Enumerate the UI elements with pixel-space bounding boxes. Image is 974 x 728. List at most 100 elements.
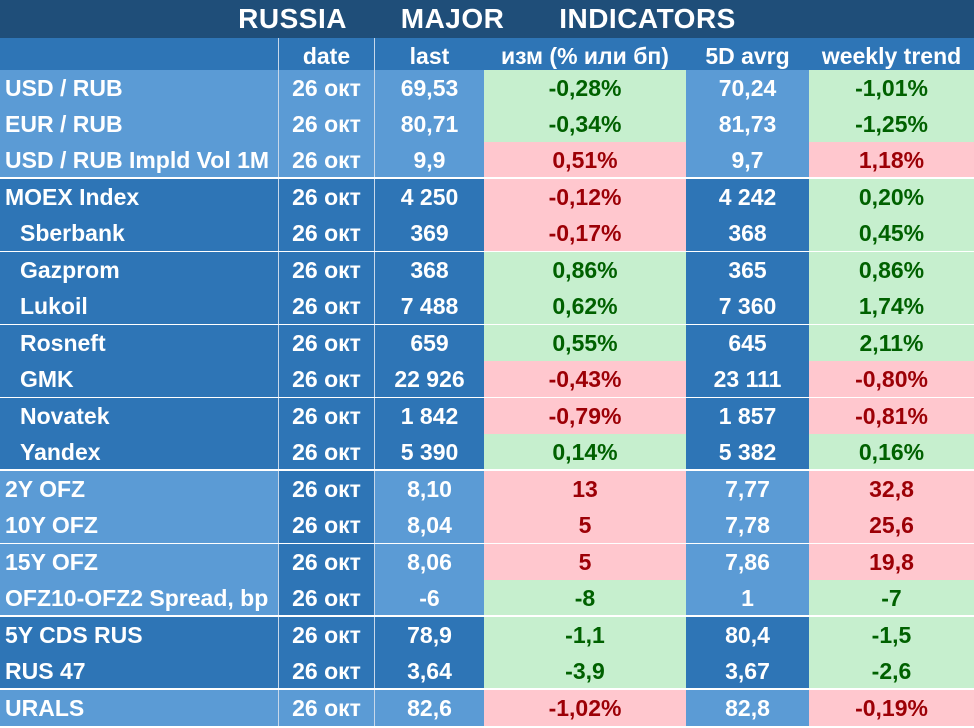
row-name: Novatek <box>0 398 278 434</box>
row-5d-avg: 82,8 <box>686 690 809 726</box>
row-date: 26 окт <box>278 325 374 361</box>
row-weekly-trend: 19,8 <box>809 544 974 580</box>
row-last: 5 390 <box>374 434 484 470</box>
row-name: Rosneft <box>0 325 278 361</box>
row-date: 26 окт <box>278 252 374 288</box>
table-row: Gazprom 26 окт 368 0,86% 365 0,86% <box>0 252 974 288</box>
group-separator <box>0 688 974 690</box>
row-last: 368 <box>374 252 484 288</box>
row-change: -1,1 <box>484 617 686 653</box>
table-row: Lukoil 26 окт 7 488 0,62% 7 360 1,74% <box>0 288 974 324</box>
row-name: OFZ10-OFZ2 Spread, bp <box>0 580 278 616</box>
row-name: 10Y OFZ <box>0 507 278 543</box>
row-weekly-trend: 2,11% <box>809 325 974 361</box>
row-weekly-trend: 1,18% <box>809 142 974 178</box>
row-weekly-trend: -1,5 <box>809 617 974 653</box>
row-date: 26 окт <box>278 215 374 251</box>
table-row: 2Y OFZ 26 окт 8,10 13 7,77 32,8 <box>0 471 974 507</box>
row-change: -8 <box>484 580 686 616</box>
row-last: 659 <box>374 325 484 361</box>
row-weekly-trend: -7 <box>809 580 974 616</box>
table-row: OFZ10-OFZ2 Spread, bp 26 окт -6 -8 1 -7 <box>0 580 974 616</box>
row-date: 26 окт <box>278 288 374 324</box>
table-row: 15Y OFZ 26 окт 8,06 5 7,86 19,8 <box>0 544 974 580</box>
row-change: -1,02% <box>484 690 686 726</box>
row-change: -0,34% <box>484 106 686 142</box>
row-date: 26 окт <box>278 580 374 616</box>
row-change: 13 <box>484 471 686 507</box>
row-change: -0,17% <box>484 215 686 251</box>
row-date: 26 окт <box>278 434 374 470</box>
row-date: 26 окт <box>278 544 374 580</box>
table-row: MOEX Index 26 окт 4 250 -0,12% 4 242 0,20% <box>0 179 974 215</box>
table-row: USD / RUB 26 окт 69,53 -0,28% 70,24 -1,01% <box>0 70 974 106</box>
header-date: date <box>278 38 374 74</box>
row-change: -0,12% <box>484 179 686 215</box>
row-name: USD / RUB <box>0 70 278 106</box>
row-change: -0,79% <box>484 398 686 434</box>
row-name: Yandex <box>0 434 278 470</box>
row-weekly-trend: 0,86% <box>809 252 974 288</box>
row-weekly-trend: 25,6 <box>809 507 974 543</box>
table-row: USD / RUB Impld Vol 1M 26 окт 9,9 0,51% 9,7 1… <box>0 142 974 178</box>
row-change: 5 <box>484 507 686 543</box>
row-name: 15Y OFZ <box>0 544 278 580</box>
row-weekly-trend: -0,80% <box>809 361 974 397</box>
row-last: 82,6 <box>374 690 484 726</box>
table-row: GMK 26 окт 22 926 -0,43% 23 111 -0,80% <box>0 361 974 397</box>
row-weekly-trend: -0,19% <box>809 690 974 726</box>
row-5d-avg: 70,24 <box>686 70 809 106</box>
row-name: EUR / RUB <box>0 106 278 142</box>
row-change: 0,62% <box>484 288 686 324</box>
row-change: 0,86% <box>484 252 686 288</box>
row-last: 8,10 <box>374 471 484 507</box>
row-5d-avg: 1 857 <box>686 398 809 434</box>
row-change: 0,51% <box>484 142 686 178</box>
group-separator <box>0 177 974 179</box>
header-row: date last изм (% или бп) 5D avrg weekly … <box>0 38 974 74</box>
row-weekly-trend: 0,20% <box>809 179 974 215</box>
row-change: 0,14% <box>484 434 686 470</box>
row-last: -6 <box>374 580 484 616</box>
row-5d-avg: 7,86 <box>686 544 809 580</box>
row-5d-avg: 80,4 <box>686 617 809 653</box>
row-last: 3,64 <box>374 653 484 689</box>
row-weekly-trend: -1,25% <box>809 106 974 142</box>
row-change: 5 <box>484 544 686 580</box>
row-last: 7 488 <box>374 288 484 324</box>
row-date: 26 окт <box>278 653 374 689</box>
header-change: изм (% или бп) <box>484 38 686 74</box>
table-row: Yandex 26 окт 5 390 0,14% 5 382 0,16% <box>0 434 974 470</box>
row-name: MOEX Index <box>0 179 278 215</box>
row-name: Lukoil <box>0 288 278 324</box>
row-5d-avg: 7,78 <box>686 507 809 543</box>
row-name: RUS 47 <box>0 653 278 689</box>
header-last: last <box>374 38 484 74</box>
group-separator <box>0 615 974 617</box>
row-date: 26 окт <box>278 398 374 434</box>
row-5d-avg: 3,67 <box>686 653 809 689</box>
row-weekly-trend: -0,81% <box>809 398 974 434</box>
row-last: 8,06 <box>374 544 484 580</box>
row-name: USD / RUB Impld Vol 1M <box>0 142 278 178</box>
row-last: 369 <box>374 215 484 251</box>
row-5d-avg: 1 <box>686 580 809 616</box>
row-name: 2Y OFZ <box>0 471 278 507</box>
row-weekly-trend: -2,6 <box>809 653 974 689</box>
row-5d-avg: 4 242 <box>686 179 809 215</box>
row-date: 26 окт <box>278 106 374 142</box>
row-name: Sberbank <box>0 215 278 251</box>
row-last: 1 842 <box>374 398 484 434</box>
row-5d-avg: 9,7 <box>686 142 809 178</box>
row-date: 26 окт <box>278 361 374 397</box>
row-name: Gazprom <box>0 252 278 288</box>
table-row: RUS 47 26 окт 3,64 -3,9 3,67 -2,6 <box>0 653 974 689</box>
header-5d-avg: 5D avrg <box>686 38 809 74</box>
row-date: 26 окт <box>278 617 374 653</box>
table-row: Sberbank 26 окт 369 -0,17% 368 0,45% <box>0 215 974 251</box>
group-separator <box>0 469 974 471</box>
row-date: 26 окт <box>278 179 374 215</box>
row-date: 26 окт <box>278 142 374 178</box>
table-row: 5Y CDS RUS 26 окт 78,9 -1,1 80,4 -1,5 <box>0 617 974 653</box>
